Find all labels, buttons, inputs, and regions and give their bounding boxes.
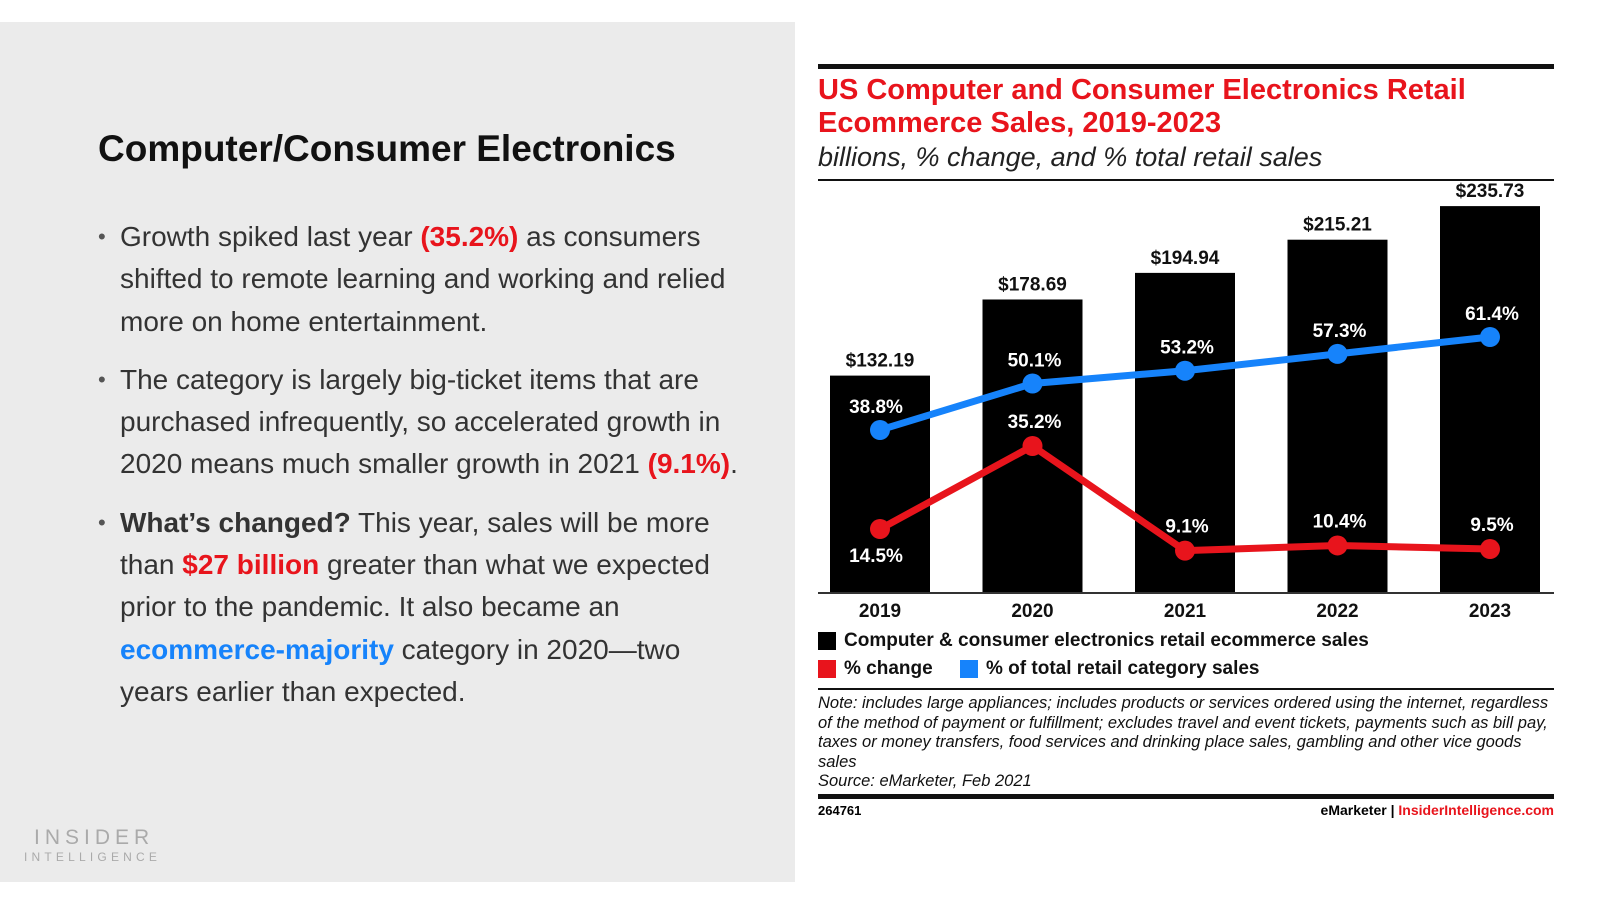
- text: Growth spiked last year: [120, 221, 421, 252]
- bar-value-label: $194.94: [1151, 248, 1220, 269]
- slide-title: Computer/Consumer Electronics: [98, 128, 676, 169]
- bar-2023: [1440, 206, 1540, 592]
- bullet-1: Growth spiked last year (35.2%) as consu…: [98, 216, 738, 343]
- text: as consumers shifted to remote learning …: [120, 221, 726, 337]
- x-tick-label: 2022: [1316, 601, 1358, 622]
- legend-swatch: [818, 632, 836, 650]
- share-label: 38.8%: [849, 397, 903, 418]
- share-label: 50.1%: [1008, 351, 1062, 372]
- footer-link[interactable]: InsiderIntelligence.com: [1398, 802, 1554, 818]
- x-tick-label: 2021: [1164, 601, 1207, 622]
- highlight-blue: ecommerce-majority: [120, 633, 394, 665]
- chart-subtitle: billions, % change, and % total retail s…: [818, 142, 1323, 172]
- legend-label: % of total retail category sales: [986, 658, 1260, 679]
- change-label: 14.5%: [849, 546, 903, 567]
- chart-note: Note: includes large appliances; include…: [818, 694, 1558, 792]
- chart-title: US Computer and Consumer Electronics Ret…: [818, 74, 1466, 139]
- bar-value-label: $215.21: [1303, 215, 1372, 236]
- change-point: [1022, 435, 1043, 456]
- share-label: 61.4%: [1465, 304, 1519, 325]
- footer-credit: eMarketer | InsiderIntelligence.com: [1321, 802, 1554, 818]
- chart-id: 264761: [818, 803, 862, 818]
- text: The category is largely big-ticket items…: [120, 363, 721, 480]
- change-label: 9.5%: [1470, 515, 1513, 536]
- text: This year, sales will be more than: [120, 506, 710, 581]
- source-text: Source: eMarketer, Feb 2021: [818, 772, 1032, 790]
- highlight: (9.1%): [647, 448, 731, 480]
- text: category in 2020—two years earlier than …: [120, 633, 681, 707]
- change-point: [1175, 540, 1195, 561]
- x-tick-label: 2020: [1011, 601, 1053, 622]
- change-point: [870, 519, 890, 539]
- footer-sep: |: [1390, 802, 1395, 818]
- subtitle-rule: [818, 179, 1554, 181]
- highlight: (35.2%): [420, 221, 519, 252]
- change-label: 35.2%: [1008, 412, 1062, 433]
- text: greater than what we expected prior to t…: [120, 549, 710, 623]
- share-point: [1022, 373, 1043, 394]
- share-point: [870, 420, 890, 440]
- bar-2022: [1287, 239, 1388, 592]
- bullet-2: The category is largely big-ticket items…: [98, 359, 738, 486]
- x-tick-label: 2023: [1469, 601, 1511, 622]
- legend-swatch: [818, 660, 836, 678]
- change-label: 10.4%: [1313, 511, 1367, 532]
- bullet-list: Growth spiked last year (35.2%) as consu…: [98, 216, 738, 729]
- share-point: [1327, 343, 1348, 364]
- bullet-3: What’s changed? This year, sales will be…: [98, 502, 738, 713]
- legend-swatch: [960, 660, 978, 678]
- bar-value-label: $235.73: [1456, 181, 1525, 202]
- legend-bar: Computer & consumer electronics retail e…: [818, 630, 1369, 652]
- insider-intelligence-logo: INSIDER INTELLIGENCE: [24, 826, 162, 864]
- bar-2021: [1135, 272, 1235, 592]
- bar-value-label: $178.69: [998, 274, 1067, 295]
- note-text: Note: includes large appliances; include…: [818, 694, 1549, 771]
- legend-label: % change: [844, 658, 933, 679]
- legend-label: Computer & consumer electronics retail e…: [844, 630, 1369, 651]
- highlight: $27 billion: [182, 549, 320, 581]
- legend-share: % of total retail category sales: [960, 658, 1260, 680]
- share-label: 53.2%: [1160, 338, 1214, 359]
- x-tick-label: 2019: [859, 601, 901, 622]
- share-label: 57.3%: [1313, 321, 1367, 342]
- bottom-rule: [818, 794, 1554, 799]
- change-point: [1327, 535, 1348, 556]
- bar-2019: [830, 375, 930, 592]
- share-point: [1175, 360, 1195, 381]
- text: .: [730, 448, 738, 480]
- change-point: [1480, 539, 1500, 560]
- top-rule: [818, 64, 1554, 69]
- bold-lead: What’s changed?: [120, 506, 351, 538]
- share-point: [1480, 327, 1500, 348]
- note-rule: [818, 688, 1554, 690]
- bar-value-label: $132.19: [846, 351, 915, 372]
- legend-change: % change: [818, 658, 933, 680]
- footer-brand: eMarketer: [1320, 802, 1387, 818]
- change-label: 9.1%: [1165, 517, 1208, 538]
